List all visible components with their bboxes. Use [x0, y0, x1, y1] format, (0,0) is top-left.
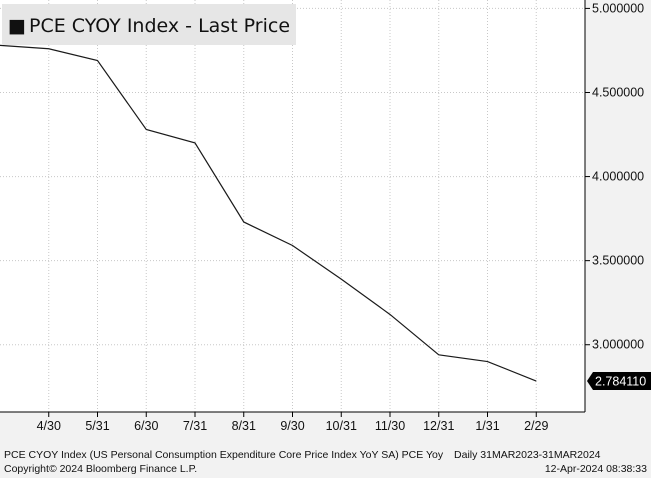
- y-tick-label: 5.000000: [592, 1, 644, 15]
- y-tick-label: 4.500000: [592, 85, 644, 99]
- footer-copyright: Copyright© 2024 Bloomberg Finance L.P.: [4, 463, 198, 475]
- x-tick-label: 6/30: [134, 419, 158, 433]
- last-value-label-background: [587, 372, 651, 391]
- x-tick-label: 12/31: [423, 419, 454, 433]
- y-tick-label: 3.000000: [592, 338, 644, 352]
- footer-timestamp: 12-Apr-2024 08:38:33: [544, 463, 647, 475]
- last-value-label-text: 2.784110: [595, 375, 646, 389]
- legend-marker: ■: [8, 15, 26, 37]
- legend-label: PCE CYOY Index - Last Price: [29, 15, 290, 37]
- x-tick-label: 9/30: [280, 419, 304, 433]
- x-tick-label: 8/31: [232, 419, 256, 433]
- legend-box: [2, 4, 296, 45]
- footer-description: PCE CYOY Index (US Personal Consumption …: [4, 449, 444, 461]
- series-line: [0, 44, 537, 382]
- axes: 3.000000 3.500000 4.000000 4.500000 5.000000…: [0, 0, 644, 433]
- chart: 3.000000 3.500000 4.000000 4.500000 5.000000…: [0, 0, 651, 433]
- x-tick-label: 5/31: [85, 419, 109, 433]
- x-tick-label: 4/30: [37, 419, 61, 433]
- x-tick-label: 1/31: [475, 419, 499, 433]
- y-tick-label: 3.500000: [592, 254, 644, 268]
- y-tick-label: 4.000000: [592, 170, 644, 184]
- footer-line-1: PCE CYOY Index (US Personal Consumption …: [4, 449, 647, 461]
- x-tick-label: 7/31: [183, 419, 207, 433]
- plot-area: [0, 0, 585, 412]
- legend: ■ PCE CYOY Index - Last Price: [2, 4, 296, 45]
- last-value-label: 2.784110: [587, 372, 651, 391]
- series: [0, 44, 537, 382]
- x-tick-label: 10/31: [326, 419, 357, 433]
- footer-line-2: Copyright© 2024 Bloomberg Finance L.P. 1…: [4, 463, 647, 475]
- x-tick-label: 2/29: [524, 419, 548, 433]
- footer-range: Daily 31MAR2023-31MAR2024: [454, 449, 601, 461]
- x-tick-label: 11/30: [375, 419, 405, 433]
